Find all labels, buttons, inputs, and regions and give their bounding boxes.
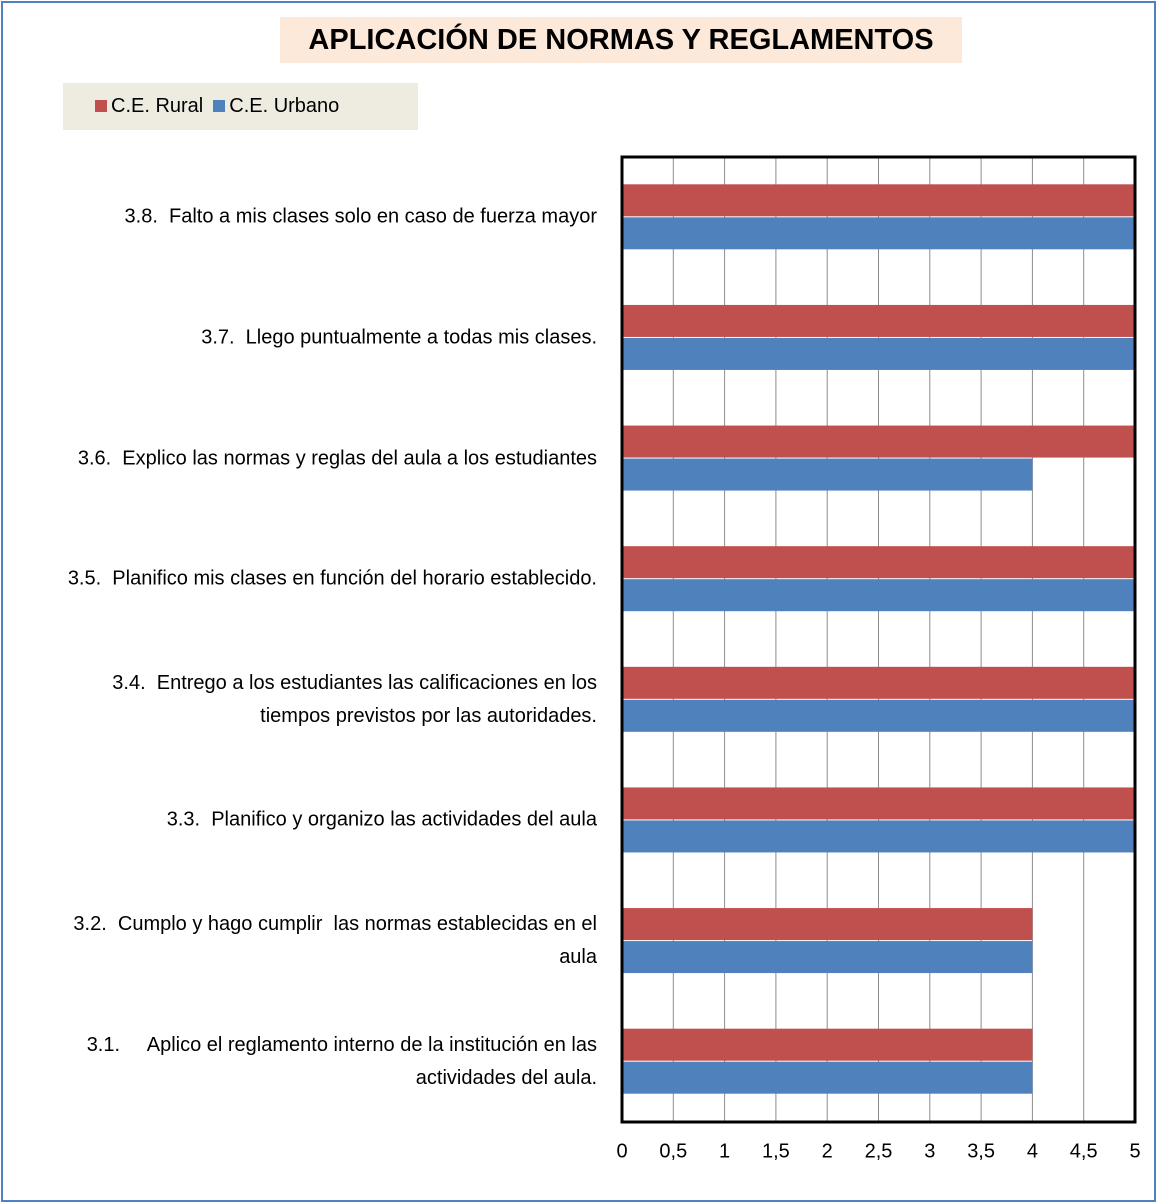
bar [622, 217, 1135, 250]
bar [622, 425, 1135, 458]
bar [622, 304, 1135, 337]
x-tick-label: 3 [924, 1140, 935, 1162]
category-label: 3.5. Planifico mis clases en función del… [67, 567, 597, 590]
x-tick-label: 5 [1129, 1140, 1140, 1162]
x-tick-label: 2,5 [865, 1140, 893, 1162]
legend-label: C.E. Rural [111, 95, 204, 117]
bar [622, 666, 1135, 699]
category-label: 3.2. Cumplo y hago cumplir las normas es… [73, 913, 603, 969]
legend-item: C.E. Urbano [213, 83, 339, 130]
x-tick-label: 2 [822, 1140, 833, 1162]
legend-swatch [213, 100, 226, 112]
bar [622, 1061, 1033, 1094]
chart-title: APLICACIÓN DE NORMAS Y REGLAMENTOS [280, 17, 962, 63]
bar [622, 699, 1135, 732]
x-tick-label: 1 [719, 1140, 730, 1162]
x-tick-label: 4,5 [1070, 1140, 1098, 1162]
bar [622, 941, 1033, 974]
category-label: 3.7. Llego puntualmente a todas mis clas… [201, 326, 597, 349]
legend-swatch [95, 100, 107, 112]
legend-item: C.E. Rural [95, 83, 203, 130]
category-label: 3.3. Planifico y organizo las actividade… [166, 808, 597, 831]
bar [622, 546, 1135, 579]
bar [622, 184, 1135, 217]
category-label: 3.4. Entrego a los estudiantes las calif… [112, 671, 603, 727]
bar [622, 820, 1135, 853]
legend: C.E. Rural C.E. Urbano [63, 83, 418, 130]
x-tick-label: 3,5 [967, 1140, 995, 1162]
x-tick-label: 0 [616, 1140, 627, 1162]
bar [622, 908, 1033, 941]
plot-border [620, 155, 1137, 1124]
category-label: 3.1. Aplico el reglamento interno de la … [86, 1033, 603, 1089]
bar [622, 579, 1135, 612]
x-tick-label: 0,5 [659, 1140, 687, 1162]
bar [622, 337, 1135, 370]
x-tick-label: 1,5 [762, 1140, 790, 1162]
bar [622, 1028, 1033, 1061]
bar [622, 787, 1135, 820]
bar [622, 458, 1033, 491]
category-label: 3.6. Explico las normas y reglas del aul… [77, 447, 597, 470]
legend-label: C.E. Urbano [229, 95, 340, 117]
x-tick-label: 4 [1027, 1140, 1038, 1162]
category-label: 3.8. Falto a mis clases solo en caso de … [124, 205, 597, 228]
